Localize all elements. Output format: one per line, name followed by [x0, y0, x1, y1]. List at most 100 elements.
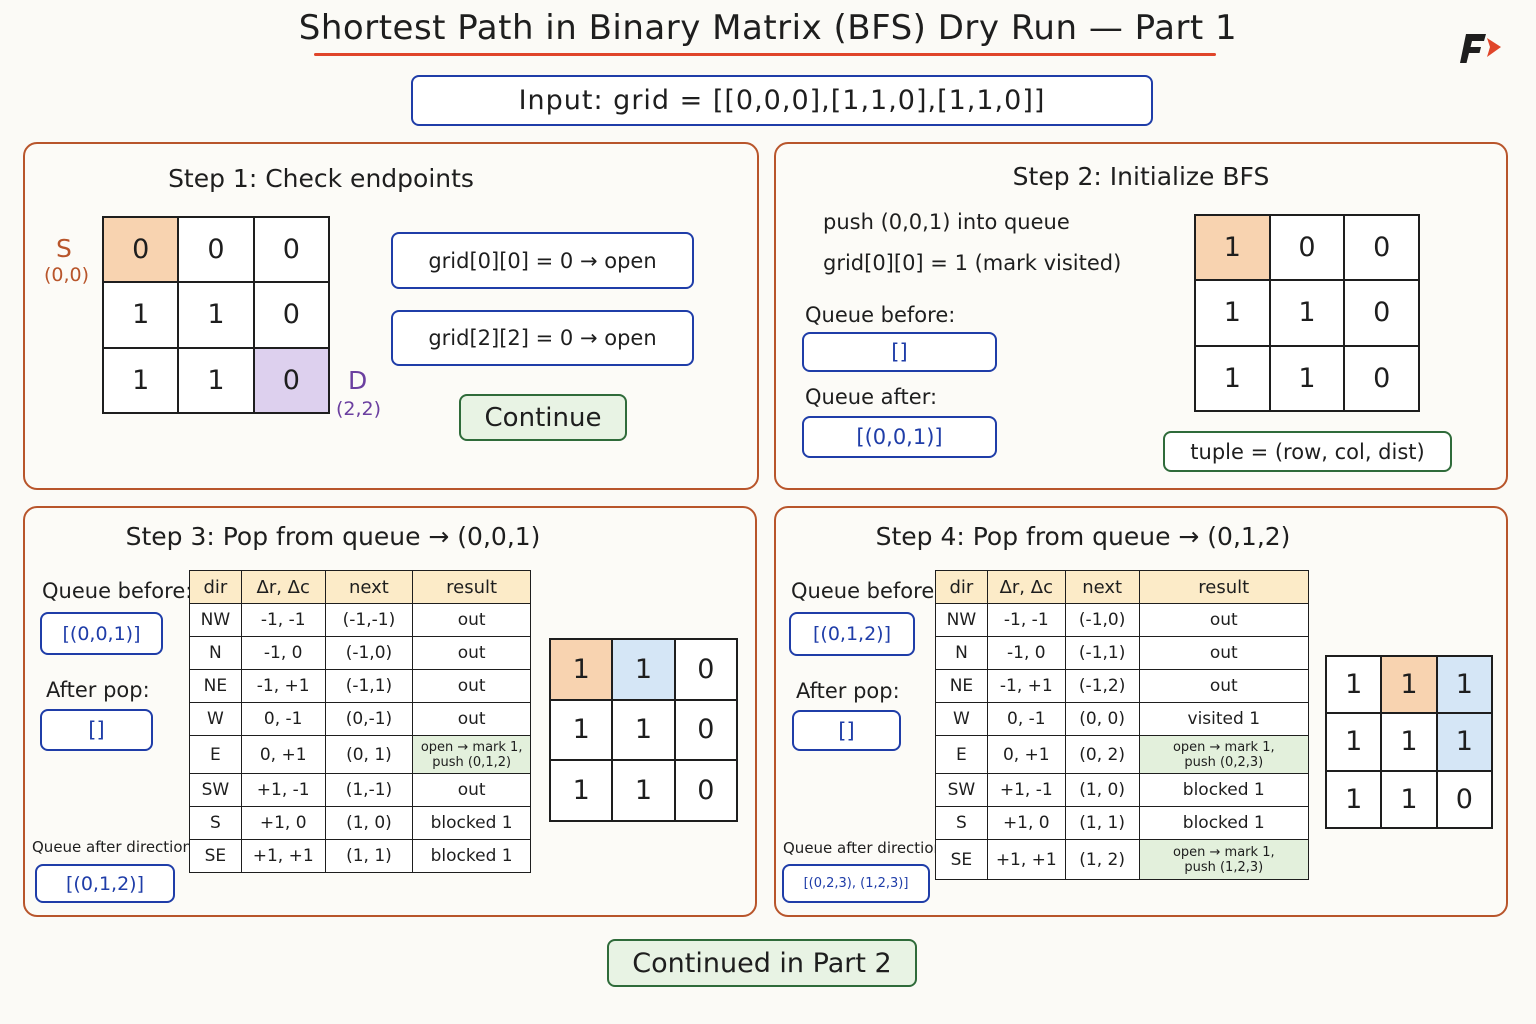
table-cell: (0, 2) — [1064, 735, 1140, 774]
table-cell: +1, +1 — [986, 839, 1066, 880]
queue-after-label: Queue after: — [805, 385, 938, 409]
grid-cell: 1 — [1194, 213, 1271, 282]
title-underline — [314, 53, 1216, 56]
grid-cell: 0 — [673, 638, 739, 701]
table-cell: NW — [189, 603, 242, 637]
step2-mark-line: grid[0][0] = 1 (mark visited) — [823, 251, 1122, 275]
table-cell: 0, -1 — [240, 702, 326, 736]
table-cell: (-1,1) — [1064, 636, 1140, 670]
table-cell: out — [412, 603, 531, 637]
after-pop-box: [] — [40, 709, 153, 751]
table-cell: SW — [189, 773, 242, 807]
table-cell: -1, 0 — [240, 636, 326, 670]
table-cell: (-1,-1) — [324, 603, 414, 637]
grid-cell: 1 — [1324, 654, 1383, 715]
table-cell: out — [1138, 603, 1310, 637]
grid-cell: 1 — [177, 281, 255, 349]
step3-grid: 1 1 0 1 1 0 1 1 0 — [548, 638, 739, 822]
table-cell: out — [1138, 636, 1310, 670]
table-header: result — [412, 570, 531, 604]
grid-cell: 1 — [177, 346, 255, 415]
table-cell: -1, 0 — [986, 636, 1066, 670]
grid-cell: 1 — [1194, 279, 1271, 347]
queue-before-label: Queue before: — [791, 579, 942, 603]
grid-cell: 0 — [1435, 769, 1494, 830]
table-cell: (-1,0) — [1064, 603, 1140, 637]
table-cell: W — [935, 702, 988, 736]
table-cell: (1, 1) — [1064, 806, 1140, 840]
table-cell: (-1,0) — [324, 636, 414, 670]
grid-cell: 0 — [1343, 279, 1420, 347]
grid-cell: 1 — [1324, 769, 1383, 830]
queue-before-label: Queue before: — [42, 579, 193, 603]
table-cell: E — [189, 735, 242, 774]
check-start-box: grid[0][0] = 0 → open — [391, 232, 694, 289]
queue-after-label: Queue after directions: — [32, 838, 205, 856]
step2-title: Step 2: Initialize BFS — [1012, 162, 1270, 191]
queue-after-box: [(0,1,2)] — [35, 864, 175, 903]
table-cell: E — [935, 735, 988, 774]
start-label: S — [56, 234, 72, 263]
table-cell: -1, +1 — [240, 669, 326, 703]
table-cell: (1, 2) — [1064, 839, 1140, 880]
step1-grid: 0 0 0 1 1 0 1 1 0 — [101, 215, 331, 415]
grid-cell: 1 — [101, 346, 180, 415]
table-cell: +1, 0 — [986, 806, 1066, 840]
table-cell: (-1,2) — [1064, 669, 1140, 703]
table-cell: +1, +1 — [240, 839, 326, 873]
table-cell: NE — [189, 669, 242, 703]
table-cell: out — [412, 773, 531, 807]
grid-cell: 0 — [252, 215, 331, 284]
table-cell: (-1,1) — [324, 669, 414, 703]
table-cell: blocked 1 — [412, 839, 531, 873]
step4-grid: 1 1 1 1 1 1 1 1 0 — [1324, 654, 1494, 830]
table-cell: open → mark 1, push (0,1,2) — [412, 735, 531, 774]
table-header: next — [324, 570, 414, 604]
page-title: Shortest Path in Binary Matrix (BFS) Dry… — [298, 8, 1238, 48]
table-cell: NE — [935, 669, 988, 703]
start-coord: (0,0) — [44, 264, 90, 286]
continue-button[interactable]: Continue — [459, 394, 627, 441]
grid-cell: 0 — [673, 759, 739, 822]
brand-logo-icon — [1456, 30, 1506, 66]
grid-cell: 1 — [1194, 344, 1271, 413]
table-cell: blocked 1 — [1138, 806, 1310, 840]
step4-direction-table: dir Δr, Δc next result NW -1, -1 (-1,0) … — [935, 570, 1310, 880]
step3-title: Step 3: Pop from queue → (0,0,1) — [125, 522, 541, 551]
step2-push-line: push (0,0,1) into queue — [823, 210, 1070, 234]
table-header: dir — [935, 570, 988, 604]
table-cell: (0,-1) — [324, 702, 414, 736]
input-grid-box: Input: grid = [[0,0,0],[1,1,0],[1,1,0]] — [411, 75, 1153, 126]
table-header: result — [1138, 570, 1310, 604]
table-cell: (0, 1) — [324, 735, 414, 774]
grid-cell: 1 — [1380, 769, 1438, 830]
after-pop-label: After pop: — [796, 679, 900, 703]
queue-before-label: Queue before: — [805, 303, 956, 327]
table-cell: open → mark 1, push (1,2,3) — [1138, 839, 1310, 880]
table-cell: S — [935, 806, 988, 840]
grid-cell: 0 — [252, 346, 331, 415]
grid-cell: 0 — [101, 215, 180, 284]
grid-cell: 1 — [1268, 279, 1346, 347]
continued-part2-badge[interactable]: Continued in Part 2 — [607, 939, 917, 987]
table-cell: (1, 0) — [324, 806, 414, 840]
grid-cell: 1 — [1435, 654, 1494, 715]
grid-cell: 1 — [611, 638, 676, 701]
grid-cell: 1 — [611, 759, 676, 822]
table-cell: out — [1138, 669, 1310, 703]
table-cell: SW — [935, 773, 988, 807]
step3-direction-table: dir Δr, Δc next result NW -1, -1 (-1,-1)… — [189, 570, 531, 873]
queue-after-box: [(0,2,3), (1,2,3)] — [782, 864, 930, 903]
table-cell: +1, 0 — [240, 806, 326, 840]
table-cell: 0, +1 — [240, 735, 326, 774]
table-header: dir — [189, 570, 242, 604]
grid-cell: 1 — [1380, 654, 1438, 715]
grid-cell: 1 — [548, 638, 614, 701]
grid-cell: 0 — [1343, 213, 1420, 282]
table-cell: (0, 0) — [1064, 702, 1140, 736]
table-cell: (1, 1) — [324, 839, 414, 873]
table-cell: out — [412, 636, 531, 670]
table-header: Δr, Δc — [240, 570, 326, 604]
table-cell: N — [189, 636, 242, 670]
queue-before-box: [] — [802, 332, 997, 372]
